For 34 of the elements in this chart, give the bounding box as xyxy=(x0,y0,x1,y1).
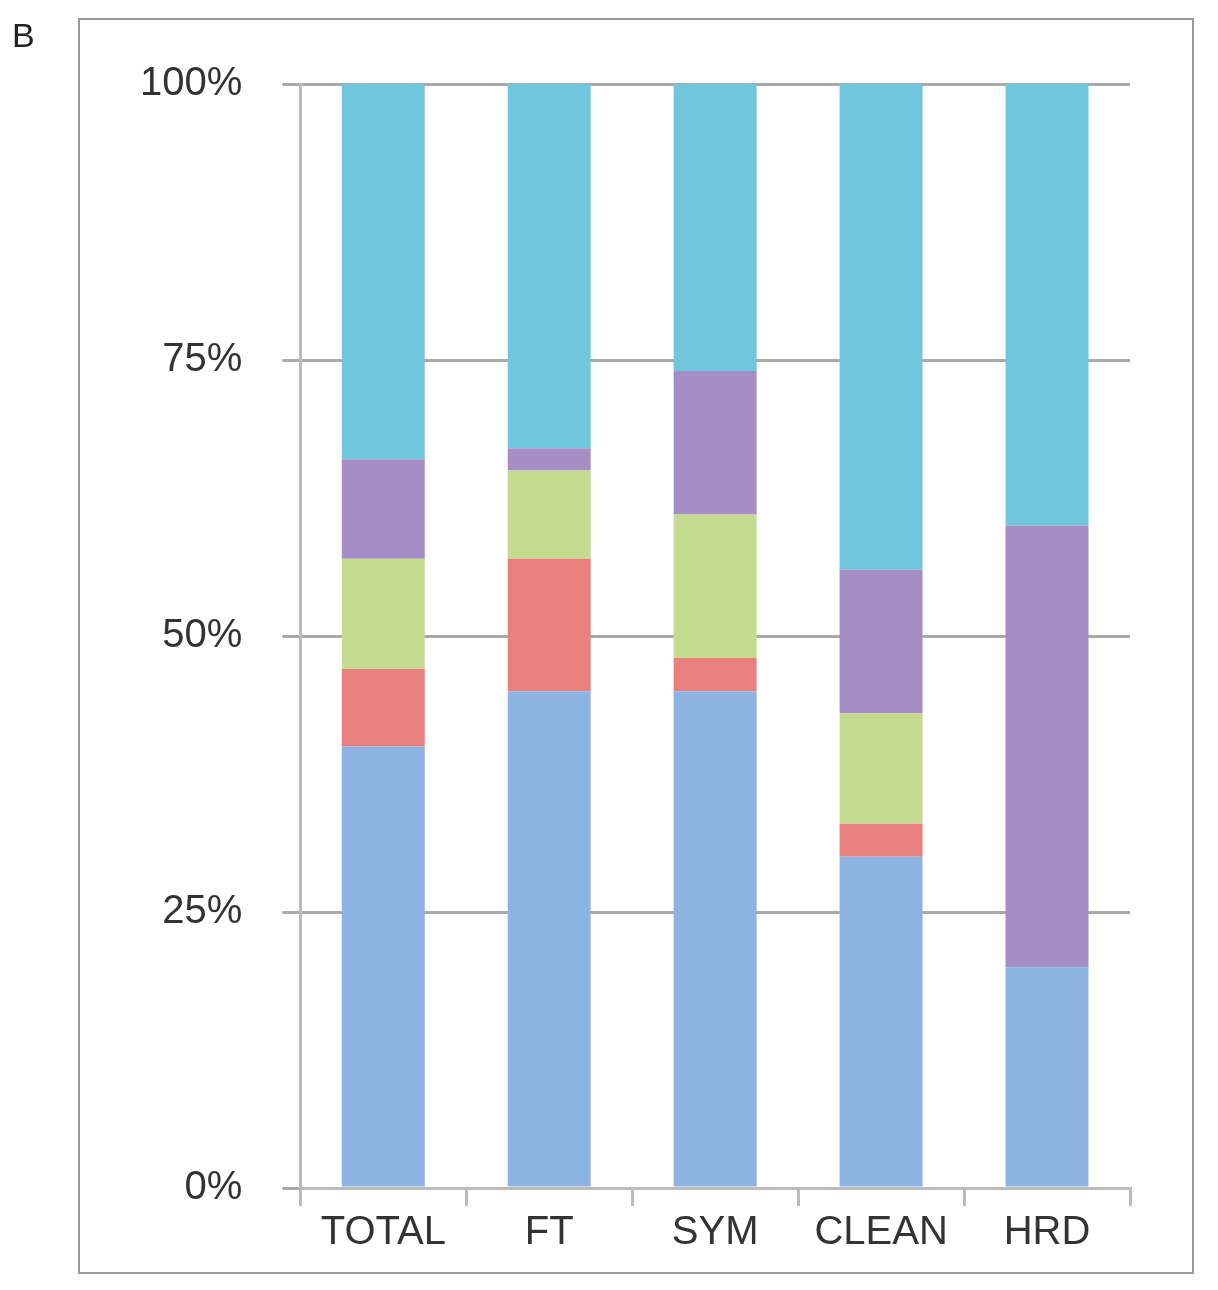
bar xyxy=(1005,967,1089,1187)
y-tick-label: 100% xyxy=(139,59,243,104)
bar xyxy=(673,84,757,372)
bar xyxy=(341,558,425,670)
bar xyxy=(673,514,757,659)
bar xyxy=(507,470,591,559)
y-tick-label: 25% xyxy=(162,887,243,932)
bar xyxy=(839,856,923,1187)
bar xyxy=(341,459,425,559)
y-tick-label: 75% xyxy=(162,335,243,380)
x-tick-label: TOTAL xyxy=(320,1208,446,1253)
x-tick-label: FT xyxy=(524,1208,574,1253)
y-tick-label: 50% xyxy=(162,611,243,656)
bar xyxy=(839,713,923,824)
y-tick-label: 0% xyxy=(184,1163,243,1208)
bar xyxy=(341,669,425,747)
x-tick-label: SYM xyxy=(671,1208,759,1253)
bar xyxy=(507,448,591,471)
bar xyxy=(1005,525,1089,968)
x-tick-label: CLEAN xyxy=(814,1208,948,1253)
bar xyxy=(673,691,757,1187)
bar xyxy=(507,691,591,1187)
bar xyxy=(507,558,591,692)
bar xyxy=(341,84,425,460)
bar xyxy=(839,84,923,570)
bar xyxy=(1005,84,1089,526)
bar xyxy=(839,823,923,857)
text: B xyxy=(12,16,35,55)
bar xyxy=(507,84,591,449)
x-tick-label: HRD xyxy=(1003,1208,1091,1253)
bar xyxy=(673,371,757,515)
bar xyxy=(341,746,425,1187)
bar xyxy=(839,569,923,714)
bar xyxy=(673,658,757,692)
